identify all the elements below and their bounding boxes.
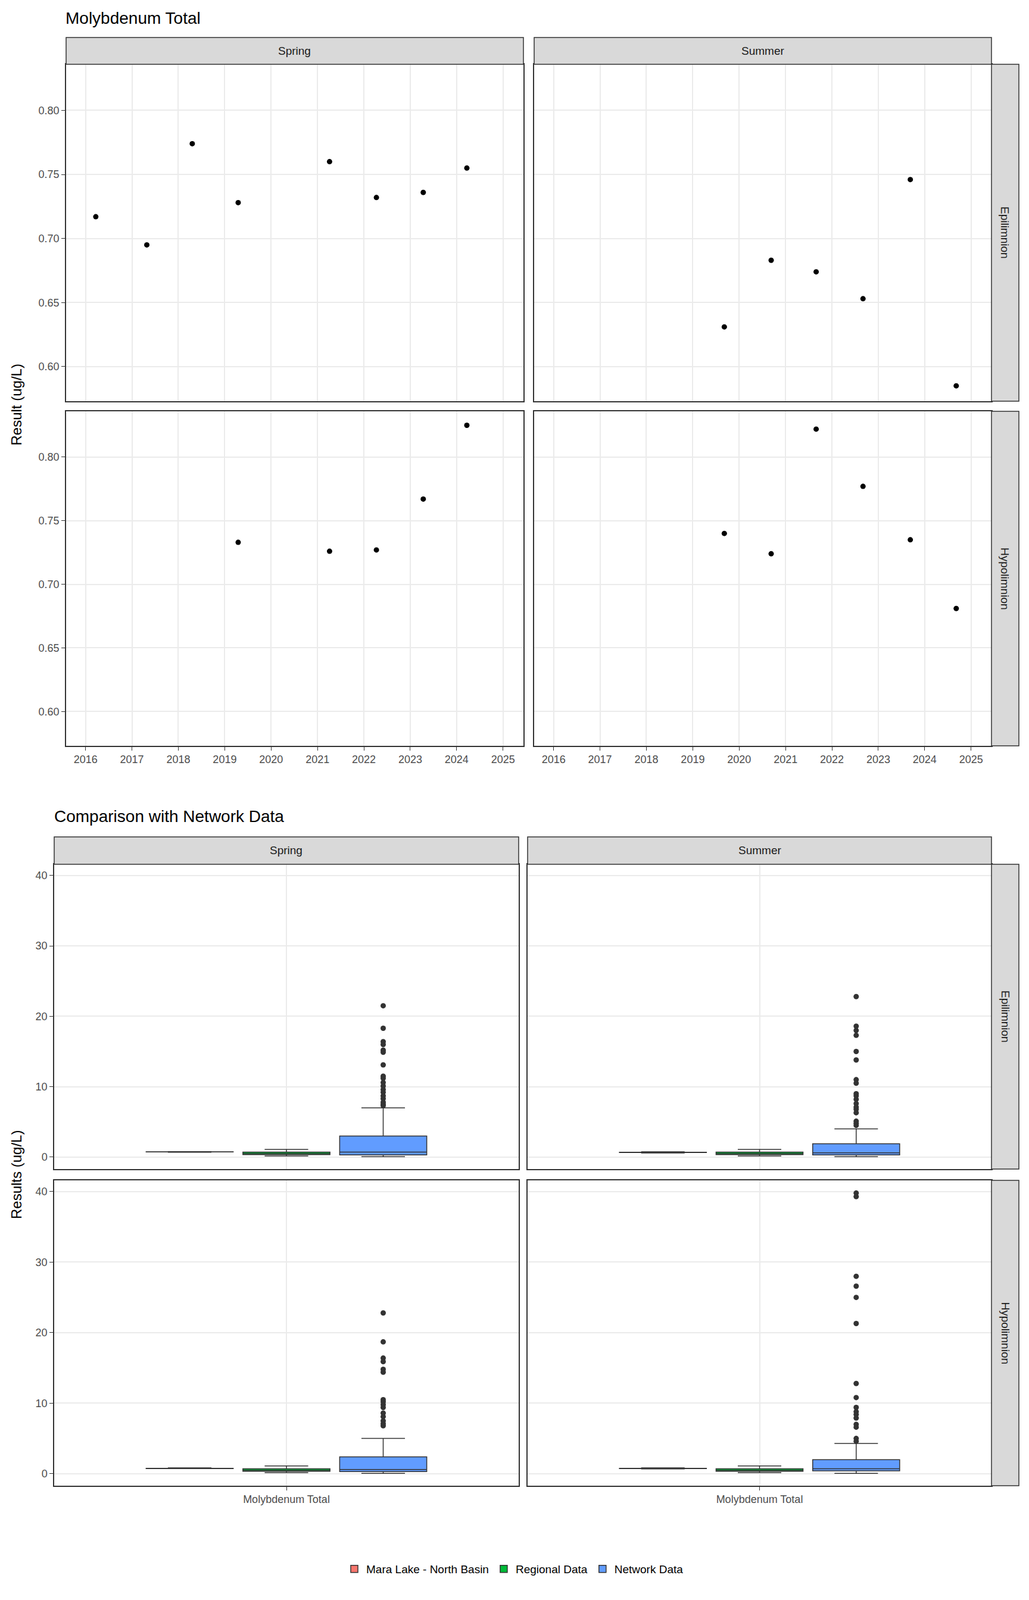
svg-text:Results (ug/L): Results (ug/L) bbox=[8, 1130, 25, 1220]
svg-text:Mara Lake - North Basin: Mara Lake - North Basin bbox=[366, 1563, 489, 1577]
svg-text:0.60: 0.60 bbox=[38, 360, 60, 373]
svg-text:Hypolimnion: Hypolimnion bbox=[999, 1302, 1012, 1366]
svg-text:2017: 2017 bbox=[588, 753, 613, 766]
svg-text:2022: 2022 bbox=[819, 753, 844, 766]
svg-text:2016: 2016 bbox=[73, 753, 98, 766]
svg-text:2018: 2018 bbox=[166, 753, 190, 766]
svg-text:0.70: 0.70 bbox=[38, 232, 60, 245]
svg-text:Summer: Summer bbox=[738, 844, 782, 857]
svg-text:0.80: 0.80 bbox=[38, 451, 60, 464]
svg-text:0: 0 bbox=[41, 1468, 48, 1481]
svg-text:0.75: 0.75 bbox=[38, 168, 60, 181]
svg-text:2021: 2021 bbox=[773, 753, 798, 766]
svg-text:20: 20 bbox=[35, 1327, 48, 1340]
svg-text:Spring: Spring bbox=[278, 44, 311, 58]
svg-text:0.65: 0.65 bbox=[38, 297, 60, 310]
svg-text:10: 10 bbox=[35, 1081, 48, 1094]
svg-text:0.75: 0.75 bbox=[38, 515, 60, 528]
svg-text:10: 10 bbox=[35, 1398, 48, 1411]
svg-text:2020: 2020 bbox=[727, 753, 751, 766]
svg-text:2016: 2016 bbox=[541, 753, 566, 766]
svg-text:2023: 2023 bbox=[866, 753, 891, 766]
svg-text:40: 40 bbox=[35, 870, 48, 882]
svg-text:Comparison with Network Data: Comparison with Network Data bbox=[54, 807, 285, 826]
svg-text:2017: 2017 bbox=[120, 753, 145, 766]
svg-text:Molybdenum Total: Molybdenum Total bbox=[716, 1494, 804, 1506]
svg-text:2020: 2020 bbox=[259, 753, 283, 766]
svg-text:2019: 2019 bbox=[212, 753, 237, 766]
svg-text:30: 30 bbox=[35, 1257, 48, 1269]
svg-text:2019: 2019 bbox=[680, 753, 705, 766]
svg-text:Epilimnion: Epilimnion bbox=[998, 206, 1012, 260]
svg-text:0.65: 0.65 bbox=[38, 642, 60, 655]
svg-text:2025: 2025 bbox=[959, 753, 984, 766]
svg-text:0.80: 0.80 bbox=[38, 104, 60, 117]
svg-text:0.60: 0.60 bbox=[38, 706, 60, 719]
svg-text:Regional Data: Regional Data bbox=[515, 1563, 588, 1577]
svg-text:0: 0 bbox=[41, 1151, 48, 1164]
svg-text:2022: 2022 bbox=[351, 753, 376, 766]
svg-text:2024: 2024 bbox=[444, 753, 469, 766]
svg-text:Spring: Spring bbox=[269, 844, 303, 857]
svg-text:Summer: Summer bbox=[741, 44, 785, 58]
svg-text:2018: 2018 bbox=[634, 753, 659, 766]
svg-text:20: 20 bbox=[35, 1011, 48, 1024]
svg-text:Hypolimnion: Hypolimnion bbox=[998, 547, 1012, 611]
svg-text:30: 30 bbox=[35, 940, 48, 953]
svg-text:Epilimnion: Epilimnion bbox=[999, 990, 1012, 1044]
svg-text:40: 40 bbox=[35, 1186, 48, 1199]
svg-text:0.70: 0.70 bbox=[38, 578, 60, 591]
svg-text:Molybdenum Total: Molybdenum Total bbox=[242, 1494, 330, 1506]
svg-text:Network Data: Network Data bbox=[614, 1563, 684, 1577]
svg-text:Result (ug/L): Result (ug/L) bbox=[8, 363, 25, 446]
svg-text:Molybdenum Total: Molybdenum Total bbox=[65, 8, 201, 28]
svg-text:2024: 2024 bbox=[912, 753, 937, 766]
svg-text:2021: 2021 bbox=[305, 753, 330, 766]
svg-text:2025: 2025 bbox=[491, 753, 516, 766]
svg-text:2023: 2023 bbox=[398, 753, 423, 766]
